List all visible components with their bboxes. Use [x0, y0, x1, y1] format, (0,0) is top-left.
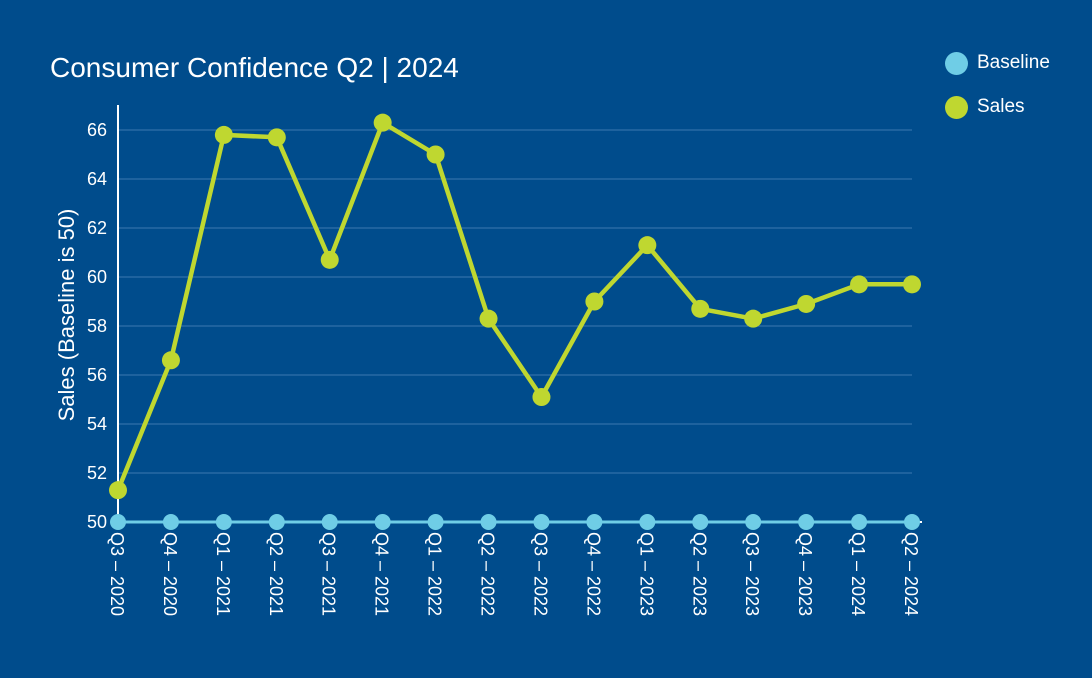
x-tick-label: Q4 – 2021: [372, 532, 392, 616]
data-point-baseline: [586, 514, 603, 530]
x-tick-label: Q3 – 2023: [742, 532, 762, 616]
series-line-sales: [115, 120, 912, 492]
legend-item-sales[interactable]: Sales: [945, 94, 1050, 120]
axes: [117, 105, 922, 523]
x-tick-label: Q1 – 2021: [213, 532, 233, 616]
data-point-baseline: [215, 514, 232, 530]
y-tick-label: 52: [87, 463, 107, 483]
legend-marker-sales: [945, 95, 968, 119]
data-point-baseline: [533, 514, 550, 530]
data-point-sales: [585, 292, 604, 311]
data-point-sales: [161, 351, 180, 370]
data-point-sales: [426, 145, 445, 164]
data-point-sales: [267, 128, 286, 147]
y-tick-label: 66: [87, 120, 107, 140]
data-point-sales: [532, 388, 551, 407]
data-point-baseline: [268, 514, 285, 530]
data-point-sales: [479, 309, 498, 328]
y-tick-label: 60: [87, 267, 107, 287]
data-point-sales: [850, 275, 869, 294]
data-point-sales: [797, 294, 816, 313]
data-points: [109, 113, 921, 530]
y-tick-label: 62: [87, 218, 107, 238]
x-tick-label: Q3 – 2020: [107, 532, 127, 616]
data-point-baseline: [427, 514, 444, 530]
data-point-baseline: [162, 514, 179, 530]
y-tick-labels: 50 52 54 56 58 60 62 64 66: [87, 120, 107, 532]
data-point-sales: [109, 481, 127, 500]
data-point-baseline: [904, 514, 920, 530]
x-tick-label: Q2 – 2024: [901, 532, 921, 616]
data-point-baseline: [110, 514, 126, 530]
legend-item-baseline[interactable]: Baseline: [945, 50, 1050, 76]
x-tick-label: Q2 – 2022: [478, 532, 498, 616]
y-tick-label: 56: [87, 365, 107, 385]
x-tick-labels: Q3 – 2020 Q4 – 2020 Q1 – 2021 Q2 – 2021 Q3 –…: [107, 532, 921, 616]
chart-title: Consumer Confidence Q2 | 2024: [50, 52, 459, 83]
x-tick-label: Q2 – 2021: [266, 532, 286, 616]
x-tick-label: Q3 – 2021: [319, 532, 339, 616]
x-tick-label: Q4 – 2022: [583, 532, 603, 616]
data-point-baseline: [639, 514, 656, 530]
data-point-baseline: [851, 514, 868, 530]
y-tick-label: 64: [87, 169, 107, 189]
series-lines: [115, 120, 912, 524]
y-tick-label: 54: [87, 414, 107, 434]
legend-label-sales: Sales: [977, 96, 1025, 117]
x-tick-label: Q2 – 2023: [689, 532, 709, 616]
data-point-baseline: [745, 514, 762, 530]
data-point-baseline: [692, 514, 709, 530]
x-tick-label: Q3 – 2022: [530, 532, 550, 616]
data-point-baseline: [374, 514, 391, 530]
data-point-sales: [320, 250, 339, 269]
x-tick-label: Q1 – 2022: [425, 532, 445, 616]
x-tick-label: Q4 – 2023: [795, 532, 815, 616]
data-point-baseline: [480, 514, 497, 530]
gridlines: [118, 129, 912, 474]
y-tick-label: 58: [87, 316, 107, 336]
data-point-sales: [903, 275, 921, 294]
x-tick-label: Q4 – 2020: [160, 532, 180, 616]
chart-legend: Baseline Sales: [945, 50, 1050, 138]
data-point-sales: [638, 236, 657, 255]
y-axis-title: Sales (Baseline is 50): [54, 209, 79, 422]
legend-label-baseline: Baseline: [977, 52, 1050, 73]
data-point-baseline: [321, 514, 338, 530]
data-point-sales: [744, 309, 763, 328]
x-tick-label: Q1 – 2023: [636, 532, 656, 616]
data-point-sales: [373, 113, 392, 132]
legend-marker-baseline: [945, 51, 968, 75]
y-tick-label: 50: [87, 512, 107, 532]
x-tick-label: Q1 – 2024: [848, 532, 868, 616]
data-point-sales: [214, 125, 233, 144]
data-point-sales: [691, 299, 710, 318]
data-point-baseline: [798, 514, 815, 530]
